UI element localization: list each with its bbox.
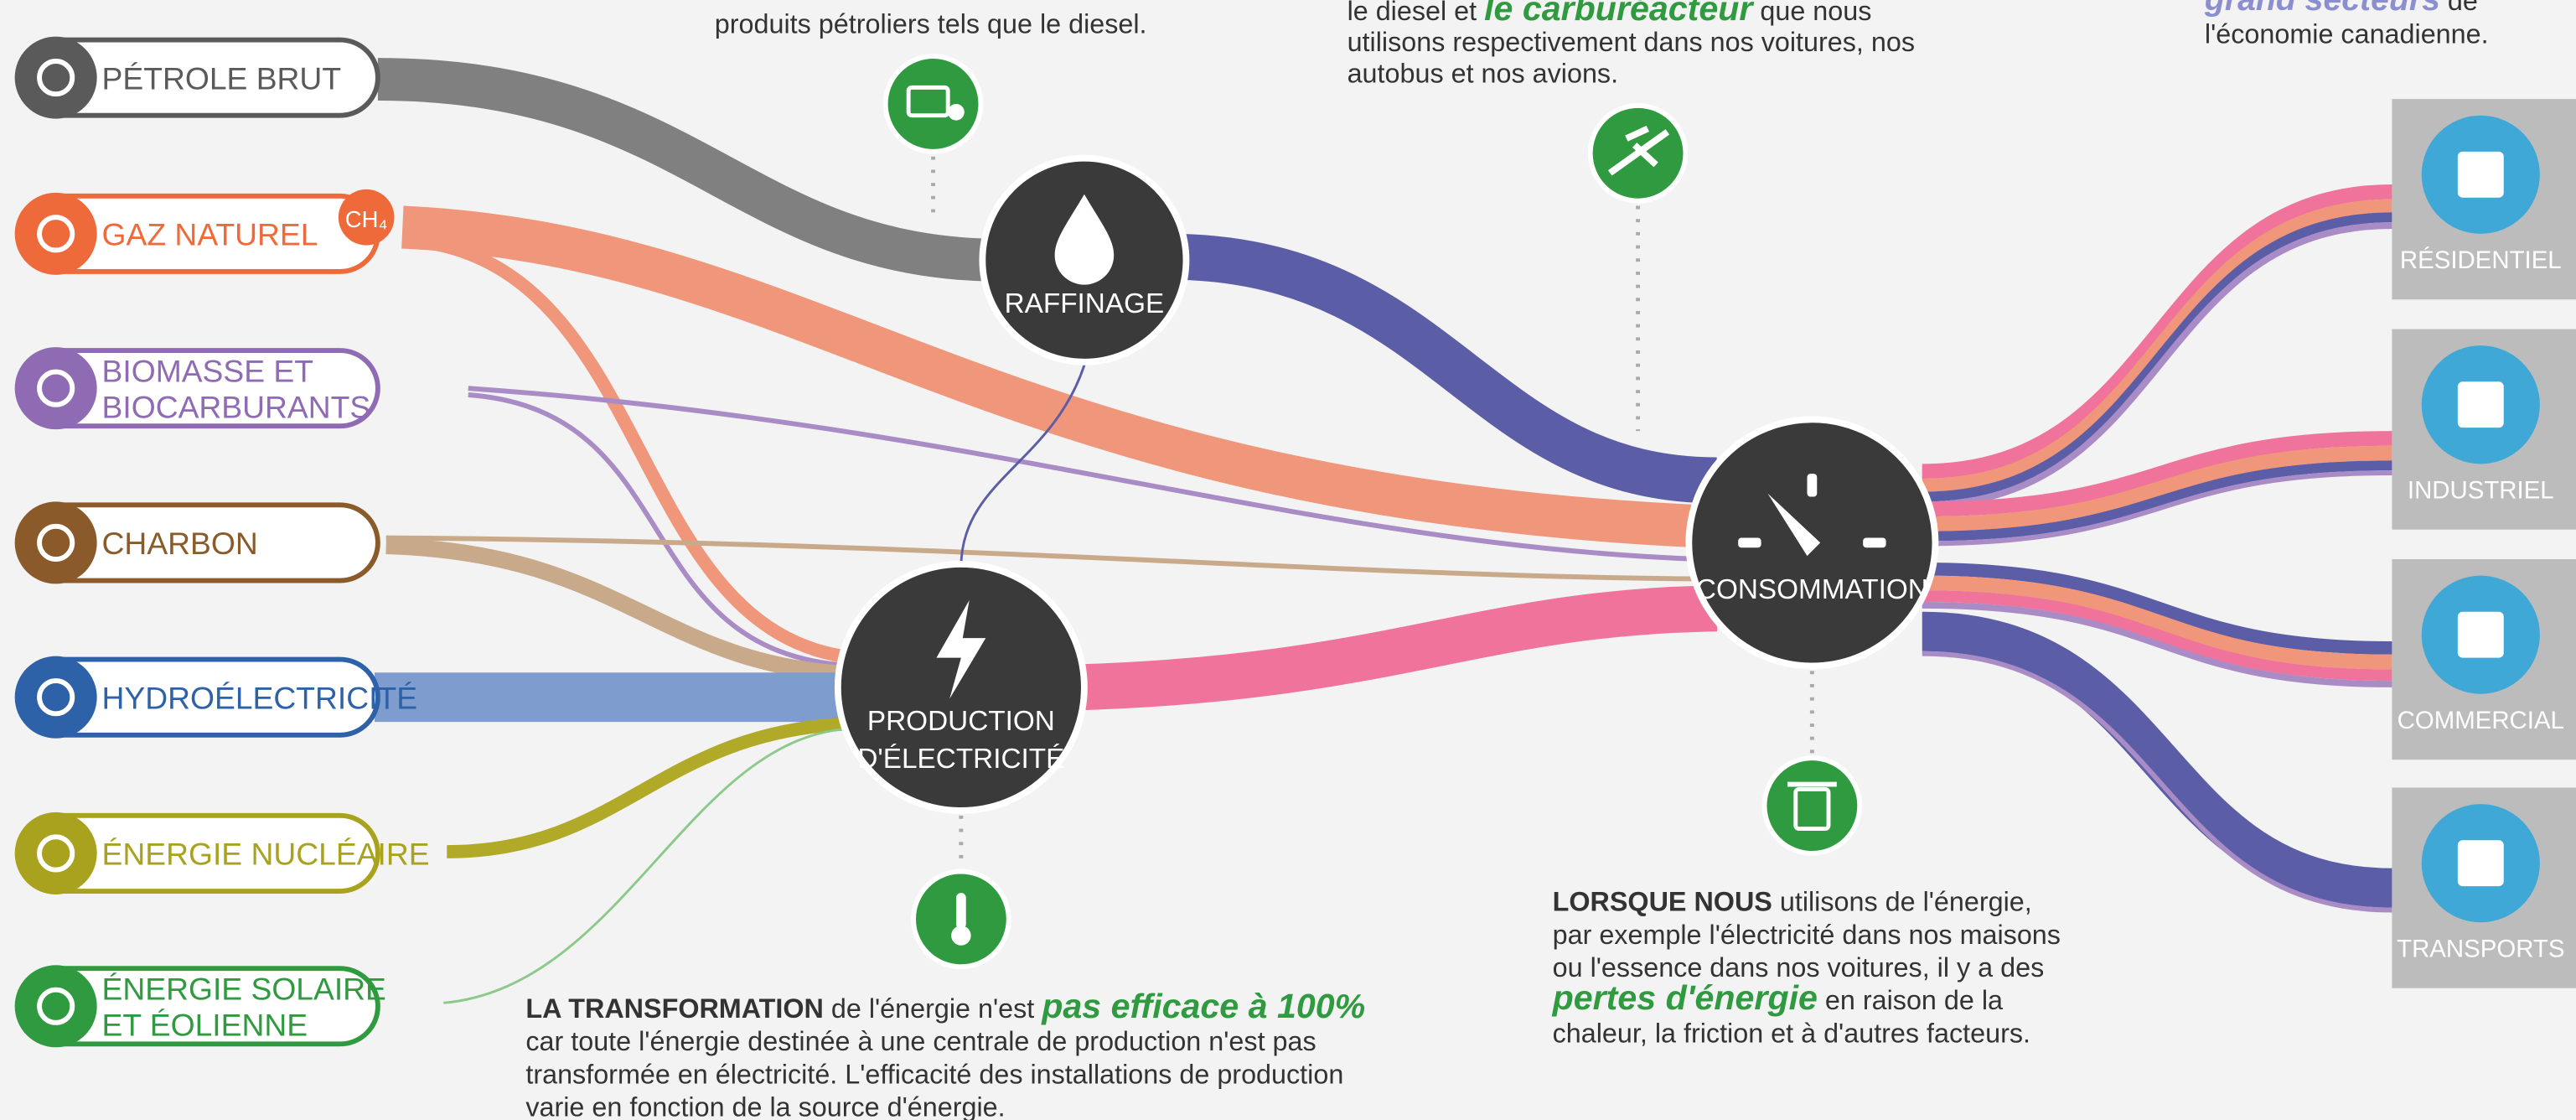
flow-solar [443,729,854,1003]
sector-label: RÉSIDENTIEL [2400,246,2562,274]
source-label: PÉTROLE BRUT [102,60,342,96]
page: Flux d'énergie html, body { margin: 0; p… [0,0,2576,1120]
source-icon [15,965,97,1047]
header-text: autobus et nos avions. [1347,58,1619,88]
icon-truck [886,56,981,152]
note-text: pertes d'énergie en raison de la [1552,978,2003,1017]
icon-plane [1591,106,1686,201]
flow-electricity [1076,609,1717,687]
source-label: ET ÉOLIENNE [102,1008,308,1043]
emphasis: le carburéacteur [1484,0,1754,28]
source-icon [15,812,97,894]
text-run: de [2448,0,2478,16]
source-icon [15,347,97,429]
note-text: par exemple l'électricité dans nos maiso… [1553,920,2061,950]
note-text: transformée en électricité. L'efficacité… [525,1059,1343,1089]
sector-flows [1922,192,2392,910]
source-icon [15,37,97,119]
emphasis: grand secteurs [2204,0,2440,18]
header-text: produits pétroliers tels que le diesel. [715,9,1147,39]
node-label: PRODUCTION [867,706,1055,737]
flow-refined [1180,257,1717,480]
node-label: D'ÉLECTRICITÉ [857,744,1064,775]
source-icon [15,501,97,583]
note-text: LORSQUE NOUS utilisons de l'énergie, [1553,887,2032,917]
sector-label: COMMERCIAL [2398,707,2564,734]
sector-icon-shape [2458,152,2504,198]
text-run: que nous [1760,0,1871,26]
header-text: l'économie canadienne. [2205,18,2489,49]
text-run: utilisons de l'énergie, [1780,887,2032,917]
note-text: chaleur, la friction et à d'autres facte… [1553,1018,2030,1048]
header-text: grand secteurs de [2204,0,2478,18]
sector-icon-shape [2458,840,2504,886]
lead: LA TRANSFORMATION [525,993,824,1024]
note-text: LA TRANSFORMATION de l'énergie n'est pas… [525,987,1365,1025]
source-label: ÉNERGIE SOLAIRE [102,971,386,1006]
source-icon [15,193,97,275]
note-text: car toute l'énergie destinée à une centr… [525,1026,1316,1056]
diagram: RAFFINAGE PRODUCTION D'ÉLECTRICITÉ CONSO… [0,0,2576,1120]
sector-icon-shape [2458,612,2504,658]
source-label: ÉNERGIE NUCLÉAIRE [102,837,430,872]
text-run: en raison de la [1825,985,2003,1015]
header-text: utilisons respectivement dans nos voitur… [1347,27,1915,57]
icon-trash [1765,758,1860,853]
text-run: de l'énergie n'est [831,993,1034,1024]
sources: PÉTROLE BRUT GAZ NATUREL CH₄ BIOMASSE ETBIO… [15,37,430,1048]
node-label: RAFFINAGE [1005,288,1165,319]
note-text: varie en fonction de la source d'énergie… [525,1092,1005,1120]
sector-label: TRANSPORTS [2397,935,2564,962]
badge-label: CH₄ [345,206,388,232]
body: { "header": { "top_left": "produits pétr… [0,0,2576,1120]
source-label: HYDROÉLECTRICITÉ [102,680,418,715]
header-text: le diesel et le carburéacteur que nous [1347,0,1872,28]
node-label: CONSOMMATION [1696,574,1928,605]
emphasis: pas efficace à 100% [1041,987,1365,1025]
source-icon [15,656,97,739]
text-run: le diesel et [1347,0,1477,26]
icon-thermometer [913,872,1009,967]
source-label: BIOMASSE ET [102,353,313,388]
lead: LORSQUE NOUS [1553,887,1772,917]
sector-icon-shape [2458,381,2504,428]
sectors: RÉSIDENTIEL INDUSTRIEL COMMERCIAL TRANSPORT… [2392,99,2576,988]
sector-label: INDUSTRIEL [2408,476,2554,504]
source-label: GAZ NATUREL [102,217,318,252]
source-label: BIOCARBURANTS [102,389,371,424]
emphasis: pertes d'énergie [1552,978,1818,1017]
source-label: CHARBON [102,526,258,561]
